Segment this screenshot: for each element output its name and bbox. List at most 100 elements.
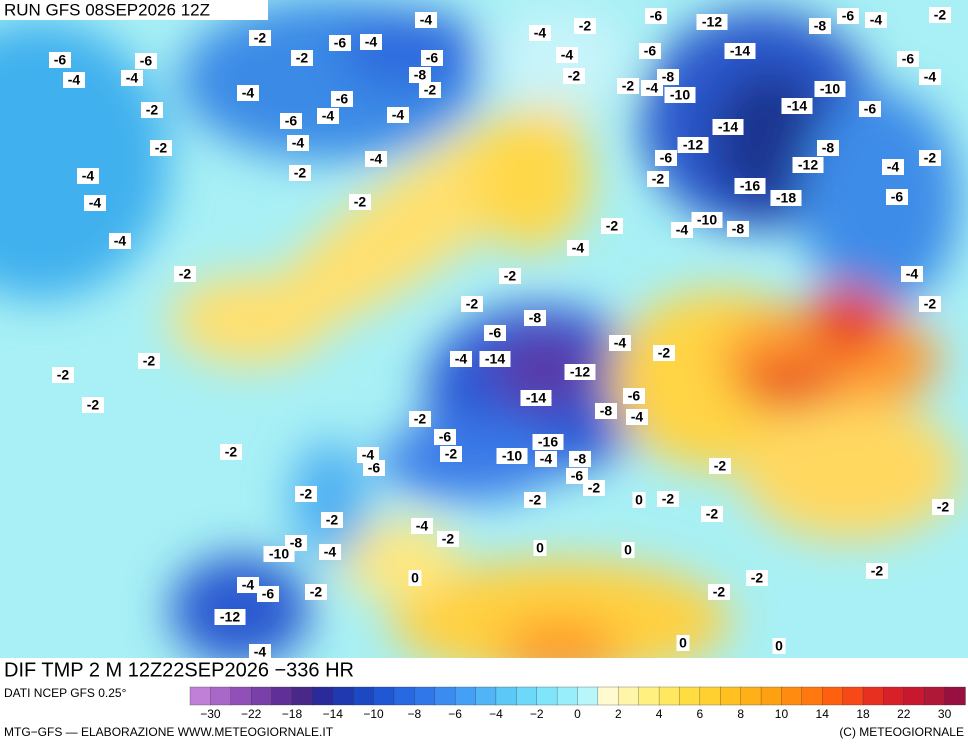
contour-label-bg bbox=[897, 51, 919, 67]
contour-label: -6 bbox=[660, 150, 673, 166]
colorbar-swatch bbox=[312, 686, 334, 706]
contour-label-bg bbox=[387, 107, 409, 123]
colorbar-swatch bbox=[516, 686, 538, 706]
contour-label: 0 bbox=[635, 492, 643, 508]
contour-label: -4 bbox=[646, 80, 659, 96]
contour-label-bg bbox=[419, 82, 441, 98]
contour-label-bg bbox=[696, 14, 728, 30]
colorbar-swatch bbox=[454, 686, 477, 706]
colorbar-label: 2 bbox=[615, 707, 622, 721]
colorbar-label: −2 bbox=[530, 707, 544, 721]
colorbar-swatch bbox=[475, 686, 497, 706]
contour-label-bg bbox=[609, 335, 631, 351]
contour-label-bg bbox=[434, 429, 456, 445]
contour-label: -8 bbox=[732, 221, 745, 237]
colorbar-swatch bbox=[618, 686, 640, 706]
contour-label: -2 bbox=[143, 353, 156, 369]
contour-label-bg bbox=[319, 544, 341, 560]
colorbar-label: −4 bbox=[489, 707, 503, 721]
contour-label-bg bbox=[496, 448, 528, 464]
contour-label-bg bbox=[365, 151, 387, 167]
contour-label: -2 bbox=[606, 218, 619, 234]
contour-label: -14 bbox=[526, 390, 546, 406]
colorbar-swatch bbox=[210, 686, 232, 706]
contour-label-bg bbox=[814, 81, 846, 97]
contour-label-bg bbox=[595, 403, 617, 419]
contour-label-bg bbox=[257, 586, 279, 602]
contour-label: -6 bbox=[864, 101, 877, 117]
contour-label: -10 bbox=[697, 212, 717, 228]
contour-label-bg bbox=[809, 18, 831, 34]
colorbar-swatch bbox=[760, 686, 783, 706]
contour-label: -4 bbox=[572, 240, 585, 256]
contour-label: -2 bbox=[296, 50, 309, 66]
contour-label-bg bbox=[49, 52, 71, 68]
contour-label: -2 bbox=[924, 150, 937, 166]
contour-label: -8 bbox=[814, 18, 827, 34]
colorbar-swatch bbox=[944, 686, 966, 706]
contour-label-bg bbox=[727, 221, 749, 237]
contour-label-bg bbox=[450, 351, 472, 367]
contour-label-bg bbox=[712, 119, 744, 135]
contour-label: -6 bbox=[262, 586, 275, 602]
contour-label: -12 bbox=[220, 609, 240, 625]
contour-label: -6 bbox=[334, 35, 347, 51]
colorbar-label: 18 bbox=[856, 707, 870, 721]
source-label: DATI NCEP GFS 0.25° bbox=[4, 686, 127, 700]
contour-label-bg bbox=[657, 491, 679, 507]
colorbar-swatch bbox=[189, 686, 212, 706]
contour-label-bg bbox=[437, 531, 459, 547]
colorbar-label: 4 bbox=[656, 707, 663, 721]
contour-label: -6 bbox=[644, 43, 657, 59]
contour-label-bg bbox=[865, 12, 887, 28]
contour-label: -18 bbox=[776, 190, 796, 206]
contour-label-bg bbox=[574, 18, 596, 34]
contour-label: -4 bbox=[870, 12, 883, 28]
colorbar-swatch bbox=[822, 686, 844, 706]
contour-label: -4 bbox=[631, 409, 644, 425]
contour-label-bg bbox=[724, 43, 756, 59]
contour-label-bg bbox=[563, 68, 585, 84]
contour-label-bg bbox=[529, 25, 551, 41]
colorbar-swatch bbox=[556, 686, 579, 706]
contour-label-bg bbox=[82, 397, 104, 413]
colorbar-label: −8 bbox=[407, 707, 421, 721]
contour-label-bg bbox=[291, 50, 313, 66]
contour-labels: -2 -6 -4 -2 -6 -6 -4 -4 -8 -6 -4 -6 -2 -2 -6 -4 -4 -2 -4 -4… bbox=[49, 7, 954, 660]
contour-label: -4 bbox=[362, 447, 375, 463]
contour-label-bg bbox=[866, 563, 888, 579]
contour-label-bg bbox=[734, 178, 766, 194]
contour-label: 0 bbox=[679, 635, 687, 651]
contour-label-bg bbox=[623, 388, 645, 404]
contour-label: -6 bbox=[336, 91, 349, 107]
contour-label: -4 bbox=[534, 25, 547, 41]
contour-label-bg bbox=[792, 157, 824, 173]
contour-label: -4 bbox=[887, 159, 900, 175]
contour-label: -2 bbox=[294, 165, 307, 181]
colorbar-swatch bbox=[720, 686, 742, 706]
contour-label: -2 bbox=[326, 512, 339, 528]
contour-label-bg bbox=[141, 102, 163, 118]
contour-label: -6 bbox=[54, 52, 67, 68]
contour-label-bg bbox=[484, 325, 506, 341]
contour-label: -12 bbox=[798, 157, 818, 173]
contour-label: -2 bbox=[466, 296, 479, 312]
contour-label-bg bbox=[929, 7, 951, 23]
contour-label-bg bbox=[617, 78, 639, 94]
contour-label-bg bbox=[919, 150, 941, 166]
contour-label: -6 bbox=[902, 51, 915, 67]
colorbar-swatch bbox=[251, 686, 273, 706]
colorbar-swatch bbox=[495, 686, 517, 706]
contour-label-bg bbox=[461, 296, 483, 312]
contour-label-bg bbox=[583, 480, 605, 496]
contour-label-bg bbox=[569, 451, 591, 467]
contour-label: -6 bbox=[891, 189, 904, 205]
colorbar-label: 30 bbox=[938, 707, 952, 721]
contour-label: -4 bbox=[370, 151, 383, 167]
contour-label: -12 bbox=[683, 137, 703, 153]
contour-label-bg bbox=[174, 266, 196, 282]
colorbar-swatch bbox=[658, 686, 681, 706]
contour-label-bg bbox=[535, 451, 557, 467]
contour-label-bg bbox=[329, 35, 351, 51]
